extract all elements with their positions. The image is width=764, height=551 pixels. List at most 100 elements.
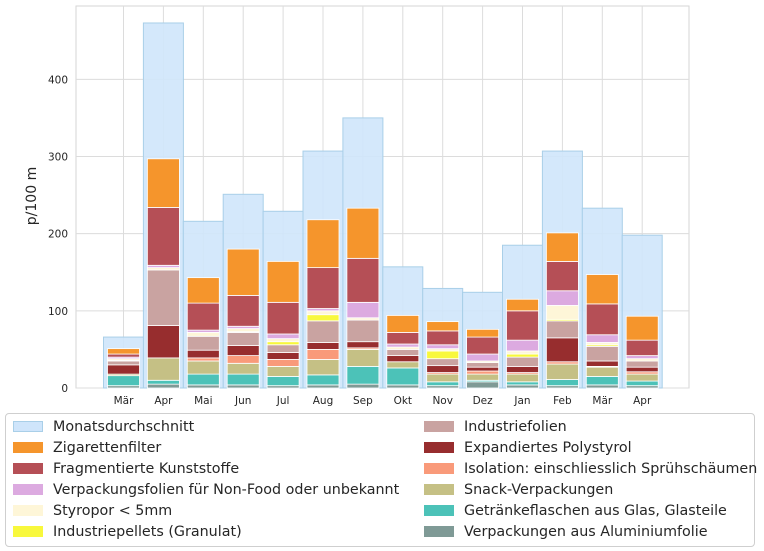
bar-verpackungen-aus-aluminiumfolie [466, 381, 500, 389]
bar-expandiertes-polystyrol [625, 366, 659, 373]
bar-zigarettenfilter [306, 219, 340, 269]
bar-isolation-einschliesslich-sprühschäumen [226, 355, 260, 364]
legend-item-styropor-5mm: Styropor < 5mm [13, 501, 172, 520]
bar-expandiertes-polystyrol [466, 366, 500, 372]
bar-zigarettenfilter [506, 298, 539, 312]
bar-expandiertes-polystyrol [266, 352, 300, 360]
bar-snack-verpackungen [546, 363, 579, 380]
bar-industriefolien [546, 320, 579, 339]
legend-swatch [424, 526, 454, 537]
bar-industriefolien [266, 344, 300, 353]
legend-swatch [424, 442, 454, 453]
bar-industriepellets-granulat [506, 353, 539, 358]
bar-getränkeflaschen-aus-glas-glasteile [346, 365, 380, 385]
bar-snack-verpackungen [625, 373, 659, 382]
bar-industriefolien [386, 349, 420, 356]
bar-expandiertes-polystyrol [306, 342, 340, 350]
bar-snack-verpackungen [386, 361, 420, 369]
bar-expandiertes-polystyrol [546, 337, 579, 363]
bar-fragmentierte-kunststoffe [226, 294, 260, 327]
legend-swatch [424, 505, 454, 516]
legend-label: Industriepellets (Granulat) [53, 523, 242, 540]
bar-snack-verpackungen [346, 349, 380, 367]
legend-label: Isolation: einschliesslich Sprühschäumen [464, 460, 758, 477]
bar-getränkeflaschen-aus-glas-glasteile [625, 380, 659, 387]
stacked-bars [107, 158, 659, 389]
bar-snack-verpackungen [306, 359, 340, 376]
bar-zigarettenfilter [466, 328, 500, 338]
legend-label: Getränkeflaschen aus Glas, Glasteile [464, 502, 727, 519]
bar-verpackungsfolien-für-non-food-oder-unbekannt [346, 301, 380, 319]
bar-fragmentierte-kunststoffe [346, 257, 380, 303]
x-tick-label: Jul [276, 395, 290, 407]
legend-swatch [13, 463, 43, 474]
bar-industriefolien [346, 319, 380, 343]
bar-industriefolien [306, 320, 340, 343]
bar-fragmentierte-kunststoffe [426, 330, 460, 346]
legend-swatch [13, 505, 43, 516]
bar-zigarettenfilter [426, 321, 460, 332]
legend-swatch [13, 484, 43, 495]
bar-fragmentierte-kunststoffe [585, 303, 619, 336]
bar-fragmentierte-kunststoffe [625, 339, 659, 356]
bar-expandiertes-polystyrol [506, 365, 539, 373]
bar-snack-verpackungen [585, 366, 619, 377]
x-tick-label: Nov [432, 395, 453, 407]
bar-verpackungen-aus-aluminiumfolie [506, 384, 539, 389]
bar-getränkeflaschen-aus-glas-glasteile [506, 381, 539, 386]
bar-expandiertes-polystyrol [426, 365, 460, 373]
x-tick-labels: Mär Apr Mai Jun Jul Aug Sep Okt Nov Dez Jan Feb Mär A… [114, 395, 652, 407]
bar-styropor-5mm [506, 350, 539, 355]
legend-swatch [424, 484, 454, 495]
bar-isolation-einschliesslich-sprühschäumen [466, 370, 500, 375]
bar-expandiertes-polystyrol [585, 360, 619, 367]
bar-styropor-5mm [306, 310, 340, 316]
bar-industriepellets-granulat [266, 341, 300, 346]
bar-snack-verpackungen [226, 362, 260, 375]
bar-verpackungsfolien-für-non-food-oder-unbekannt [386, 343, 420, 348]
bar-zigarettenfilter [186, 277, 220, 304]
bar-isolation-einschliesslich-sprühschäumen [306, 349, 340, 360]
bar-getränkeflaschen-aus-glas-glasteile [266, 376, 300, 387]
y-tick-label: 100 [48, 306, 68, 318]
bar-getränkeflaschen-aus-glas-glasteile [226, 373, 260, 386]
bar-industriefolien [186, 335, 220, 351]
bar-verpackungsfolien-für-non-food-oder-unbekannt [546, 290, 579, 306]
legend-label: Verpackungsfolien für Non-Food oder unbe… [53, 481, 400, 498]
legend-label: Expandiertes Polystyrol [464, 439, 632, 456]
legend-label: Verpackungen aus Aluminiumfolie [464, 523, 708, 540]
bar-verpackungsfolien-für-non-food-oder-unbekannt [625, 355, 659, 360]
bar-verpackungsfolien-für-non-food-oder-unbekannt [506, 339, 539, 352]
x-tick-label: Sep [353, 395, 373, 407]
legend-label: Zigarettenfilter [53, 439, 162, 456]
legend-item-verpackungen-aus-aluminiumfolie: Verpackungen aus Aluminiumfolie [424, 522, 708, 541]
legend-item-zigarettenfilter: Zigarettenfilter [13, 438, 161, 457]
bar-industriepellets-granulat [426, 350, 460, 360]
x-tick-label: Mai [194, 395, 212, 407]
bar-verpackungen-aus-aluminiumfolie [386, 384, 420, 389]
x-tick-label: Mär [592, 395, 612, 407]
chart: Mär Apr Mai Jun Jul Aug Sep Okt Nov Dez Jan Feb Mär A… [24, 5, 690, 407]
bar-fragmentierte-kunststoffe [546, 261, 579, 292]
bar-expandiertes-polystyrol [186, 349, 220, 359]
legend-swatch [424, 421, 454, 432]
legend-item-monatsdurchschnitt: Monatsdurchschnitt [13, 417, 194, 436]
legend-swatch [13, 442, 43, 453]
x-tick-label: Feb [553, 395, 572, 407]
bar-fragmentierte-kunststoffe [266, 301, 300, 335]
legend: Monatsdurchschnitt Zigarettenfilter Fragme… [5, 413, 758, 547]
legend-label: Monatsdurchschnitt [53, 418, 195, 435]
bar-fragmentierte-kunststoffe [506, 310, 539, 341]
bar-zigarettenfilter [546, 232, 579, 262]
bar-expandiertes-polystyrol [107, 364, 140, 375]
bar-getränkeflaschen-aus-glas-glasteile [186, 373, 220, 386]
bar-industriefolien [146, 269, 180, 326]
bar-styropor-5mm [266, 338, 300, 343]
bar-styropor-5mm [546, 305, 579, 320]
legend-item-industriepellets-granulat: Industriepellets (Granulat) [13, 522, 242, 541]
legend-label: Industriefolien [464, 418, 567, 435]
legend-item-industriefolien: Industriefolien [424, 417, 567, 436]
bar-verpackungsfolien-für-non-food-oder-unbekannt [266, 333, 300, 340]
bar-snack-verpackungen [146, 357, 180, 381]
bar-styropor-5mm [186, 332, 220, 337]
